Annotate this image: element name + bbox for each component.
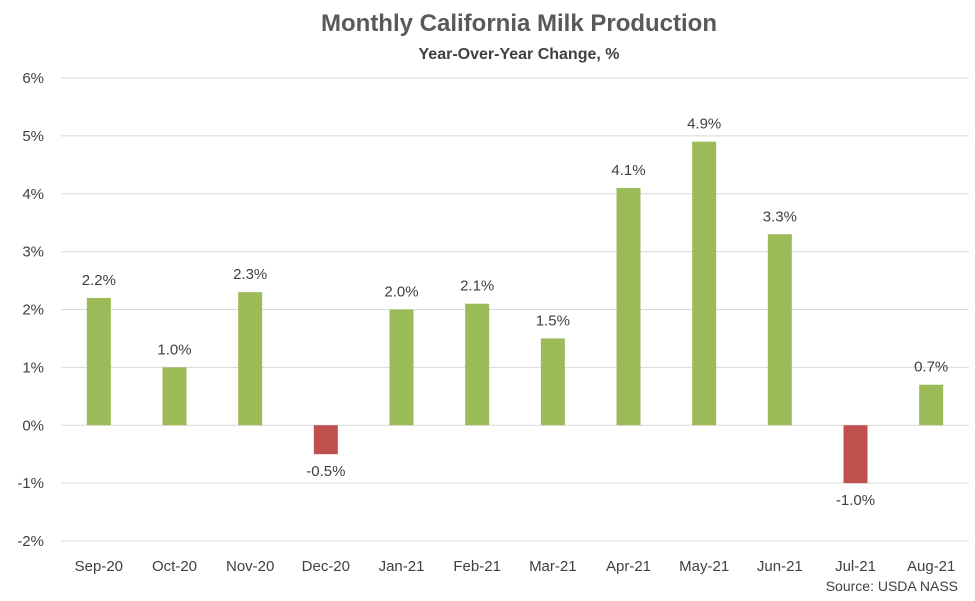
data-label: 2.1% bbox=[460, 278, 494, 295]
source-note: Source: USDA NASS bbox=[826, 578, 958, 594]
data-label: 3.3% bbox=[763, 208, 797, 225]
bar bbox=[238, 292, 263, 426]
y-tick-label: -1% bbox=[17, 475, 44, 492]
bar bbox=[465, 303, 490, 426]
x-tick-label: Sep-20 bbox=[75, 558, 123, 575]
bar bbox=[86, 297, 111, 426]
data-label: 2.0% bbox=[384, 284, 418, 301]
data-label: -0.5% bbox=[306, 463, 345, 480]
data-label: 0.7% bbox=[914, 359, 948, 376]
y-tick-label: 6% bbox=[22, 70, 44, 87]
y-tick-label: 4% bbox=[22, 186, 44, 203]
data-label: 4.1% bbox=[611, 162, 645, 179]
data-label: 4.9% bbox=[687, 116, 721, 133]
bar bbox=[692, 141, 717, 426]
data-label: 1.5% bbox=[536, 312, 570, 329]
data-label: -1.0% bbox=[836, 492, 875, 509]
data-label: 2.2% bbox=[82, 272, 116, 289]
x-tick-label: Dec-20 bbox=[302, 558, 350, 575]
data-label: 2.3% bbox=[233, 266, 267, 283]
x-tick-label: Apr-21 bbox=[606, 558, 651, 575]
y-tick-label: 0% bbox=[22, 417, 44, 434]
data-labels: 2.2% 1.0% 2.3% -0.5% 2.0% 2.1% 1.5% 4.1% 4.9% 3.3… bbox=[82, 116, 949, 509]
bar bbox=[540, 338, 565, 426]
chart-title: Monthly California Milk Production bbox=[321, 10, 717, 37]
x-axis-ticks: Sep-20 Oct-20 Nov-20 Dec-20 Jan-21 Feb-21 Mar-… bbox=[75, 558, 956, 575]
bar bbox=[389, 309, 414, 426]
bars bbox=[86, 141, 944, 484]
gridlines bbox=[61, 77, 969, 542]
bar bbox=[843, 425, 868, 484]
bar bbox=[919, 384, 944, 426]
x-tick-label: Jan-21 bbox=[379, 558, 425, 575]
x-tick-label: Nov-20 bbox=[226, 558, 274, 575]
bar bbox=[767, 234, 792, 426]
x-tick-label: Feb-21 bbox=[453, 558, 501, 575]
bar bbox=[616, 187, 641, 426]
x-tick-label: May-21 bbox=[679, 558, 729, 575]
chart-subtitle: Year-Over-Year Change, % bbox=[419, 46, 620, 63]
y-tick-label: 3% bbox=[22, 244, 44, 261]
y-axis-ticks: -2% -1% 0% 1% 2% 3% 4% 5% 6% bbox=[17, 70, 44, 550]
x-tick-label: Aug-21 bbox=[907, 558, 955, 575]
x-tick-label: Mar-21 bbox=[529, 558, 577, 575]
y-tick-label: 1% bbox=[22, 359, 44, 376]
bar bbox=[313, 425, 338, 455]
y-tick-label: 5% bbox=[22, 128, 44, 145]
bar bbox=[162, 367, 187, 426]
y-tick-label: 2% bbox=[22, 302, 44, 319]
x-tick-label: Jul-21 bbox=[835, 558, 876, 575]
y-tick-label: -2% bbox=[17, 533, 44, 550]
data-label: 1.0% bbox=[157, 341, 191, 358]
x-tick-label: Oct-20 bbox=[152, 558, 197, 575]
x-tick-label: Jun-21 bbox=[757, 558, 803, 575]
